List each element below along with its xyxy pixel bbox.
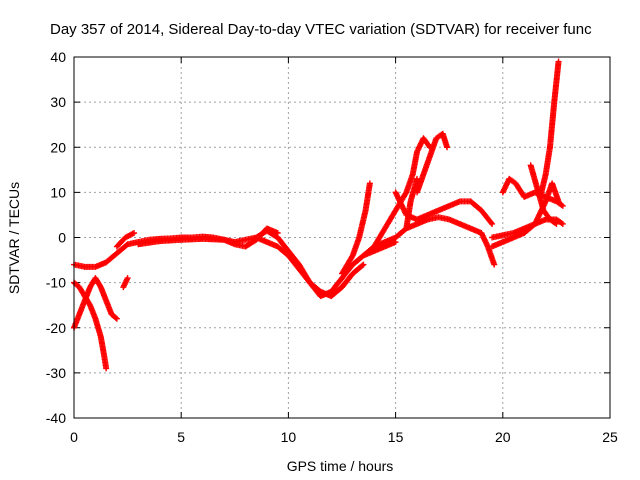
track-marker	[369, 245, 376, 252]
track-marker	[413, 150, 420, 157]
track-marker	[85, 299, 92, 306]
series-track-13	[403, 214, 498, 268]
y-tick-label: -10	[46, 275, 66, 291]
track-marker	[337, 277, 344, 284]
track-marker	[484, 242, 491, 249]
track-marker	[129, 230, 136, 237]
y-tick-label: -20	[46, 320, 66, 336]
track-marker	[123, 276, 130, 283]
data-points	[71, 58, 566, 372]
y-tick-label: 40	[50, 49, 66, 65]
series-track-16	[489, 180, 562, 250]
track-marker	[557, 219, 564, 226]
track-marker	[102, 296, 109, 303]
track-marker	[348, 255, 355, 262]
track-marker	[336, 285, 343, 292]
track-marker	[355, 235, 362, 242]
series-track-3	[71, 279, 110, 372]
track-marker	[555, 197, 562, 204]
track-marker	[550, 219, 557, 226]
track-marker	[488, 219, 495, 226]
plot-frame	[73, 56, 611, 419]
y-axis-label: SDTVAR / TECUs	[6, 182, 22, 294]
track-marker	[347, 272, 354, 279]
track-marker	[315, 286, 322, 293]
track-marker	[380, 228, 387, 235]
track-marker	[533, 183, 540, 190]
track-marker	[121, 281, 128, 288]
track-marker	[391, 210, 398, 217]
series-track-5	[113, 229, 138, 250]
track-marker	[426, 154, 433, 161]
track-marker	[116, 241, 123, 248]
track-marker	[555, 59, 562, 66]
series-track-8	[339, 180, 373, 277]
track-marker	[74, 282, 81, 289]
axis-ticks: 0 5 10 15 20 25 -40 -30 -20 -10 0 10 20 30 40	[46, 49, 618, 445]
track-marker	[96, 281, 103, 288]
track-marker	[262, 227, 269, 234]
track-marker	[273, 229, 280, 236]
y-tick-label: 20	[50, 139, 66, 155]
track-marker	[230, 240, 237, 247]
track-marker	[111, 252, 118, 259]
track-marker	[545, 213, 552, 220]
track-marker	[120, 236, 127, 243]
y-tick-label: 0	[58, 230, 66, 246]
track-marker	[122, 243, 129, 250]
series-track-11	[414, 130, 451, 196]
track-marker	[510, 178, 517, 185]
x-tick-label: 10	[281, 429, 297, 445]
x-tick-label: 20	[495, 429, 511, 445]
track-marker	[490, 260, 497, 267]
series-track-6	[135, 225, 281, 250]
track-marker	[423, 217, 430, 224]
track-marker	[552, 220, 559, 227]
track-marker	[558, 202, 565, 209]
track-marker	[294, 263, 301, 270]
track-marker	[409, 172, 416, 179]
track-marker	[358, 263, 365, 270]
track-marker	[112, 314, 119, 321]
track-marker	[75, 312, 82, 319]
track-marker	[425, 141, 432, 148]
x-tick-label: 25	[602, 429, 618, 445]
track-marker	[102, 363, 109, 370]
x-axis-label: GPS time / hours	[287, 458, 394, 474]
track-marker	[558, 220, 565, 227]
y-tick-label: 30	[50, 94, 66, 110]
series-track-18	[538, 58, 562, 196]
y-tick-label: -30	[46, 365, 66, 381]
track-marker	[487, 218, 494, 225]
track-marker	[529, 222, 536, 229]
track-marker	[401, 191, 408, 198]
track-marker	[250, 238, 257, 245]
track-marker	[443, 142, 450, 149]
track-marker	[419, 172, 426, 179]
grid	[74, 57, 610, 418]
track-marker	[444, 216, 451, 223]
track-marker	[359, 262, 366, 269]
track-marker	[111, 313, 118, 320]
x-tick-label: 0	[70, 429, 78, 445]
x-tick-label: 15	[388, 429, 404, 445]
y-tick-label: 10	[50, 184, 66, 200]
series-track-7	[253, 234, 367, 300]
y-tick-label: -40	[46, 410, 66, 426]
track-marker	[91, 314, 98, 321]
track-marker	[305, 277, 312, 284]
track-marker	[476, 205, 483, 212]
track-marker	[366, 181, 373, 188]
track-marker	[347, 263, 354, 270]
series-track-4	[120, 275, 131, 291]
track-marker	[80, 290, 87, 297]
x-tick-label: 5	[177, 429, 185, 445]
series-track-17	[527, 162, 560, 227]
chart-title: Day 357 of 2014, Sidereal Day-to-day VTE…	[50, 21, 592, 38]
track-marker	[283, 250, 290, 257]
